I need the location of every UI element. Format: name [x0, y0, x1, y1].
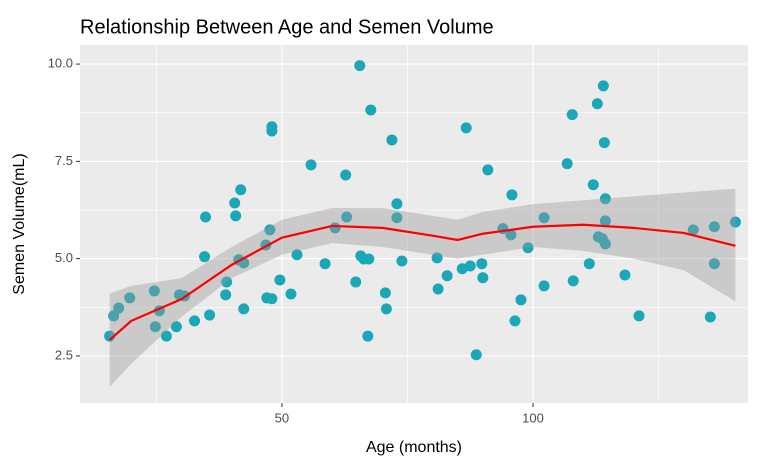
- point: [365, 104, 377, 116]
- y-tick-label: 10.0: [48, 56, 73, 71]
- point: [113, 302, 125, 314]
- point: [509, 315, 521, 327]
- point: [567, 275, 579, 287]
- point: [464, 260, 476, 272]
- point: [285, 288, 297, 300]
- point: [591, 98, 603, 110]
- point: [619, 269, 631, 281]
- point: [363, 253, 375, 265]
- point: [704, 311, 716, 323]
- point: [340, 169, 352, 181]
- point: [341, 211, 353, 223]
- point: [522, 242, 534, 254]
- point: [391, 212, 403, 224]
- point: [515, 294, 527, 306]
- point: [235, 184, 247, 196]
- point: [266, 293, 278, 305]
- x-axis-title: Age (months): [366, 439, 462, 456]
- point: [200, 211, 212, 223]
- point: [386, 134, 398, 146]
- y-axis-title: Semen Volume(mL): [11, 153, 28, 294]
- point: [354, 60, 366, 72]
- x-tick-label: 50: [275, 410, 289, 425]
- point: [432, 283, 444, 295]
- chart-title: Relationship Between Age and Semen Volum…: [80, 16, 494, 38]
- point: [108, 310, 120, 322]
- point: [319, 258, 331, 270]
- point: [350, 276, 362, 288]
- point: [379, 287, 391, 299]
- point: [229, 197, 241, 209]
- point: [396, 255, 408, 267]
- point: [238, 303, 250, 315]
- point: [505, 229, 517, 241]
- point: [362, 330, 374, 342]
- point: [305, 159, 317, 171]
- point: [189, 315, 201, 327]
- point: [538, 280, 550, 292]
- point: [687, 224, 699, 236]
- x-tick-label: 100: [522, 410, 544, 425]
- y-tick-label: 2.5: [55, 347, 73, 362]
- point: [148, 285, 160, 297]
- point: [230, 210, 242, 222]
- point: [599, 215, 611, 227]
- point: [587, 179, 599, 191]
- point: [220, 289, 232, 301]
- point: [199, 251, 211, 263]
- confidence-band: [109, 188, 736, 388]
- point: [160, 330, 172, 342]
- point: [599, 238, 611, 250]
- point: [561, 158, 573, 170]
- y-tick-label: 5.0: [55, 250, 73, 265]
- smooth-line: [108, 223, 736, 341]
- point: [538, 212, 550, 224]
- point: [583, 258, 595, 270]
- point: [506, 189, 518, 201]
- point: [477, 272, 489, 284]
- point: [431, 252, 443, 264]
- point: [204, 309, 216, 321]
- point: [380, 303, 392, 315]
- point: [441, 270, 453, 282]
- point: [264, 224, 276, 236]
- point: [708, 258, 720, 270]
- point: [124, 292, 136, 304]
- point: [470, 349, 482, 361]
- point: [633, 310, 645, 322]
- panel: [80, 45, 748, 403]
- point: [274, 274, 286, 286]
- point: [729, 216, 741, 228]
- point: [460, 122, 472, 134]
- point: [597, 80, 609, 92]
- point: [221, 276, 233, 288]
- point: [598, 137, 610, 149]
- point: [599, 193, 611, 205]
- point: [266, 121, 278, 133]
- point: [482, 164, 494, 176]
- point: [291, 249, 303, 261]
- point: [149, 321, 161, 333]
- point: [476, 258, 488, 270]
- y-tick-label: 7.5: [55, 153, 73, 168]
- point: [708, 221, 720, 233]
- point: [170, 321, 182, 333]
- point: [566, 109, 578, 121]
- point: [391, 198, 403, 210]
